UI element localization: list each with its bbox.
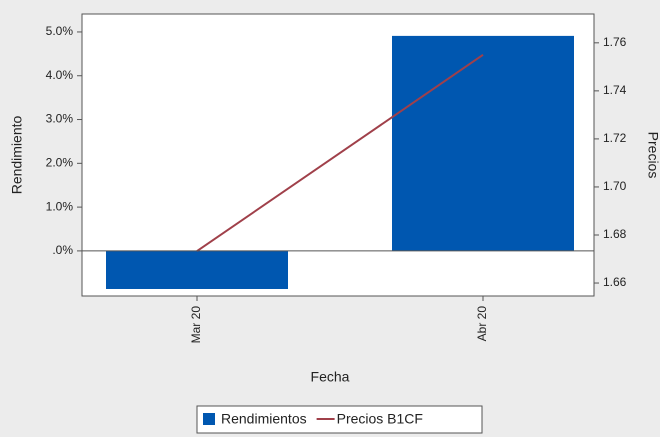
bar — [392, 35, 574, 251]
legend — [196, 405, 483, 434]
y-tick-label: 2.0% — [46, 155, 74, 169]
x-tick-label: Mar 20 — [189, 306, 203, 344]
bar — [106, 250, 288, 289]
y2-axis-label: Precios — [645, 132, 660, 179]
y2-tick-label: 1.76 — [603, 35, 627, 49]
legend-label: Precios B1CF — [337, 411, 423, 427]
y-axis-label: Rendimiento — [9, 115, 25, 194]
y-tick-label: .0% — [52, 243, 73, 257]
y-tick-label: 1.0% — [46, 199, 74, 213]
y2-tick-label: 1.70 — [603, 179, 627, 193]
y2-tick-label: 1.68 — [603, 227, 627, 241]
y2-tick-label: 1.74 — [603, 83, 627, 97]
y-tick-label: 4.0% — [46, 68, 74, 82]
x-axis-label: Fecha — [311, 369, 350, 385]
legend-swatch — [203, 413, 215, 425]
x-tick-label: Abr 20 — [475, 306, 489, 342]
y-tick-label: 3.0% — [46, 112, 74, 126]
y-tick-label: 5.0% — [46, 24, 74, 38]
y2-tick-label: 1.66 — [603, 275, 627, 289]
legend-label: Rendimientos — [221, 411, 307, 427]
line — [196, 54, 484, 252]
y2-tick-label: 1.72 — [603, 131, 627, 145]
